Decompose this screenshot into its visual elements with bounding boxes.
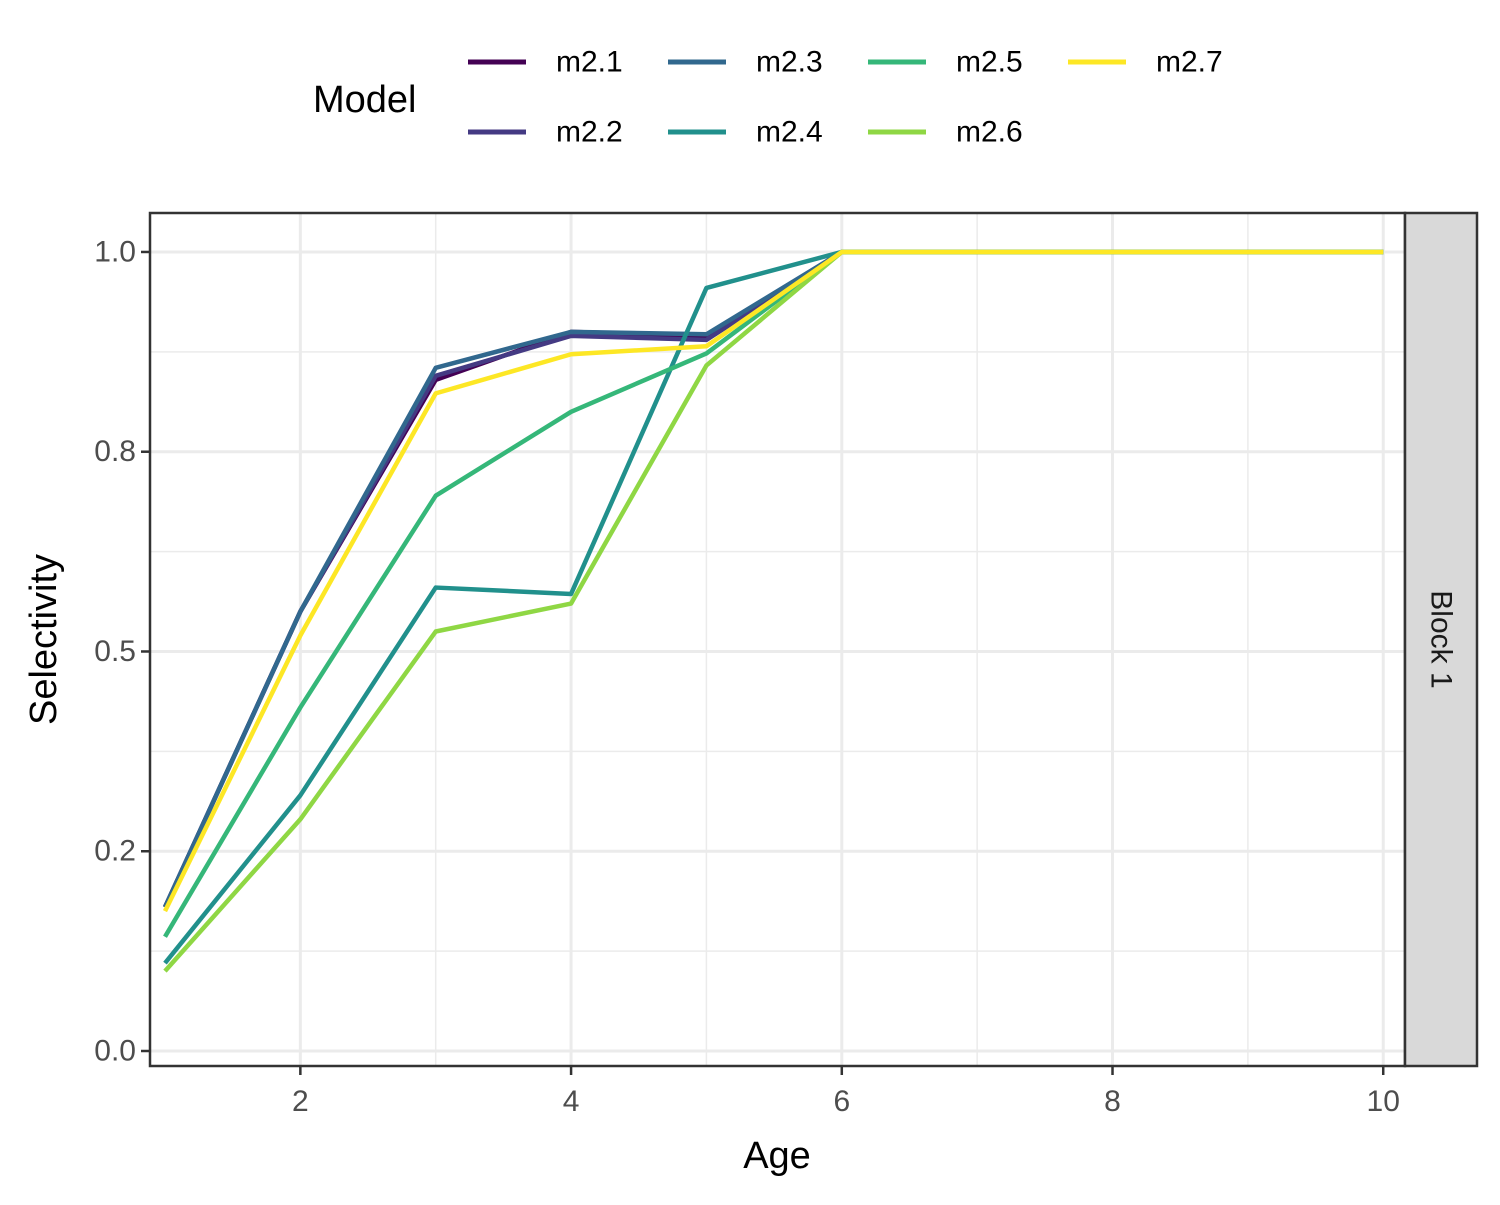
series-line-m2.7 [162,249,1384,913]
legend-item-m2.7: m2.7 [1068,46,1223,79]
x-tick-label: 10 [1367,1085,1400,1118]
legend-item-m2.6: m2.6 [868,116,1023,149]
plot-panel [148,211,1407,1068]
panel-background [150,213,1405,1066]
legend-item-m2.3: m2.3 [668,46,823,79]
x-tick-label: 4 [563,1085,580,1118]
legend-title: Model [313,79,417,121]
grid-major [150,213,1405,1066]
x-tick-label: 8 [1104,1085,1121,1118]
x-axis-title: Age [743,1135,811,1177]
legend-item-m2.1: m2.1 [468,46,623,79]
y-tick-label: 0.0 [94,1035,136,1068]
legend-label-m2.2: m2.2 [556,116,623,149]
series-lines [162,249,1384,973]
facet-strip-background [1403,211,1479,1068]
grid-minor [150,213,1405,1066]
legend-item-m2.2: m2.2 [468,116,623,149]
legend-item-m2.5: m2.5 [868,46,1023,79]
facet-strip: Block 1 [1403,211,1479,1068]
facet-label: Block 1 [1425,590,1458,688]
legend-label-m2.3: m2.3 [756,46,823,79]
x-axis: 2 4 6 8 10 [292,1066,1400,1118]
y-tick-label: 0.5 [94,635,136,668]
legend-label-m2.6: m2.6 [956,116,1023,149]
legend-label-m2.1: m2.1 [556,46,623,79]
y-tick-label: 0.8 [94,435,136,468]
legend-label-m2.4: m2.4 [756,116,823,149]
y-axis-title: Selectivity [23,554,65,725]
x-tick-label: 6 [833,1085,850,1118]
legend: Model m2.1 m2.2 m2.3 m2.4 m2.5 m2.6 m2.7 [313,46,1223,149]
y-tick-label: 1.0 [94,235,136,268]
legend-label-m2.5: m2.5 [956,46,1023,79]
legend-items: m2.1 m2.2 m2.3 m2.4 m2.5 m2.6 m2.7 [468,46,1223,149]
y-tick-label: 0.2 [94,835,136,868]
legend-item-m2.4: m2.4 [668,116,823,149]
x-tick-label: 2 [292,1085,309,1118]
legend-label-m2.7: m2.7 [1156,46,1223,79]
y-axis: 0.0 0.2 0.5 0.8 1.0 [94,235,150,1068]
